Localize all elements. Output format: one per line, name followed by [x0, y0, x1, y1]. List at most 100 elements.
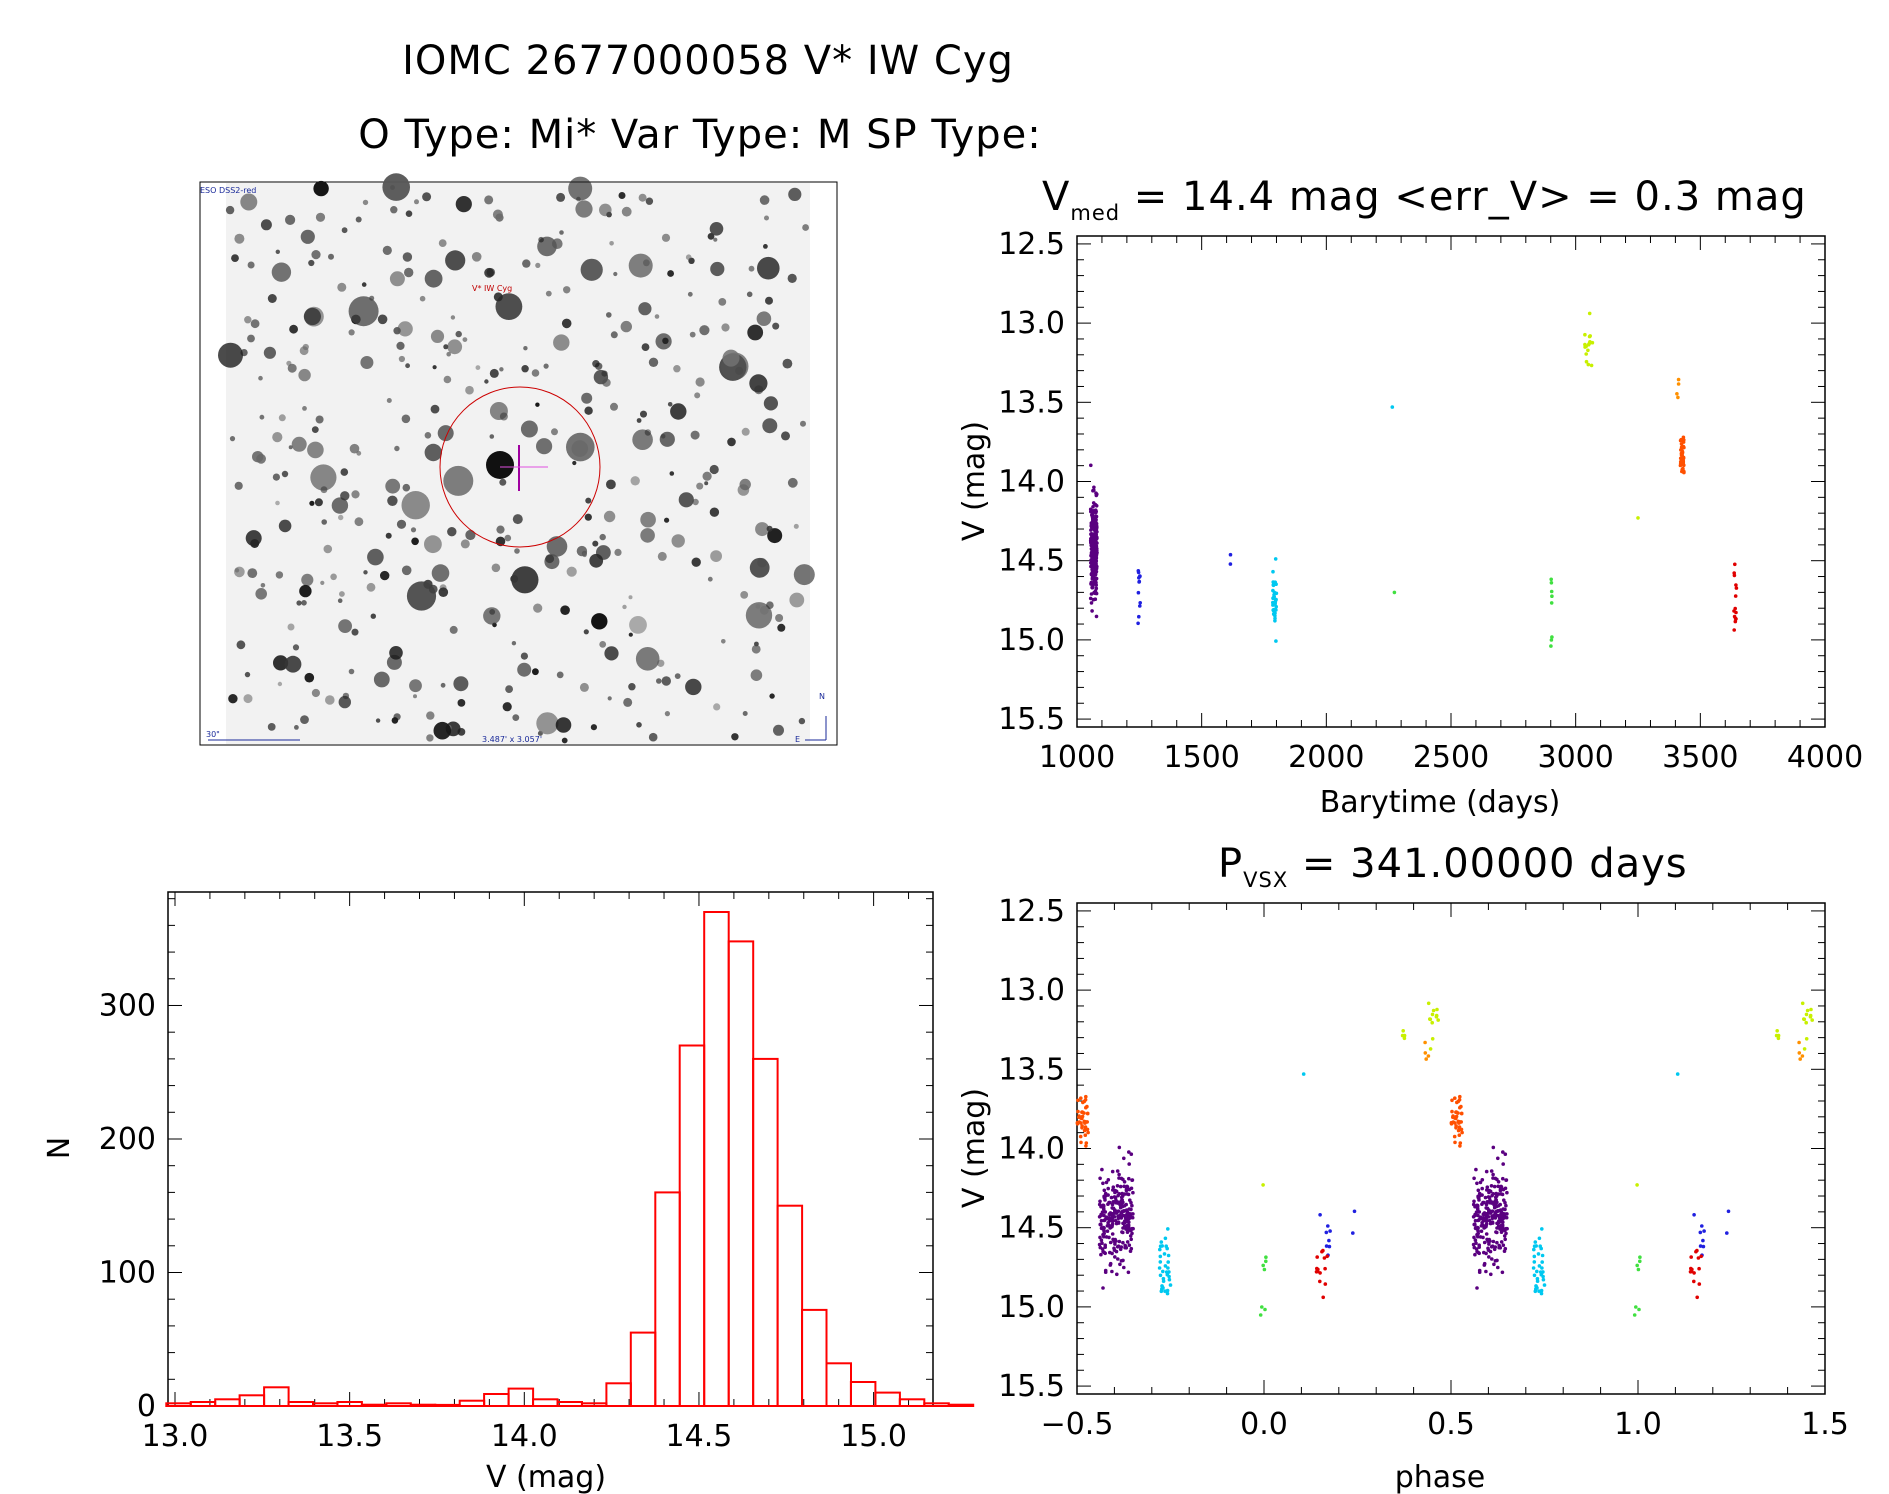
data-point-repeat [1453, 1096, 1457, 1100]
star [410, 527, 417, 533]
star [694, 392, 701, 399]
phased-light-curve-chart: PVSX = 341.00000 days phase V (mag) −0.5… [957, 841, 1849, 1494]
data-point-repeat [1534, 1285, 1539, 1289]
data-point [1435, 1007, 1439, 1012]
data-point-repeat [1498, 1202, 1502, 1207]
data-point [1160, 1285, 1165, 1289]
histogram-bar [898, 1398, 926, 1408]
data-point-repeat [1484, 1206, 1488, 1210]
data-point-repeat [1536, 1252, 1541, 1256]
data-point [1314, 1270, 1319, 1274]
data-point [1127, 1227, 1132, 1232]
data-point-repeat [1489, 1184, 1494, 1188]
star [692, 498, 699, 506]
data-point-repeat [1797, 1040, 1801, 1045]
data-point [1589, 363, 1594, 368]
star [278, 519, 292, 533]
star [267, 294, 277, 303]
y-tick-label: 12.5 [998, 227, 1065, 262]
data-point [1099, 1238, 1104, 1242]
star [218, 342, 243, 368]
star [536, 438, 553, 455]
data-point [1430, 1037, 1435, 1041]
data-point [1732, 628, 1736, 632]
data-point [1325, 1254, 1329, 1259]
data-point-repeat [1477, 1210, 1482, 1214]
data-point [1584, 359, 1589, 364]
y-tick-label: 14.5 [998, 544, 1065, 579]
data-point [1113, 1218, 1118, 1223]
star [592, 360, 600, 368]
data-point-repeat [1542, 1283, 1547, 1287]
data-point [1138, 604, 1142, 608]
data-point-repeat [1476, 1188, 1481, 1193]
star [263, 346, 276, 359]
data-point-repeat [1492, 1205, 1497, 1210]
star [275, 500, 280, 506]
histogram-bar [874, 1391, 901, 1407]
star [502, 702, 512, 712]
star [244, 671, 251, 678]
data-point [1328, 1229, 1332, 1233]
data-point [1327, 1238, 1331, 1243]
data-point [1113, 1195, 1118, 1200]
data-point-repeat [1504, 1231, 1508, 1236]
star [298, 368, 311, 382]
data-point-repeat [1700, 1224, 1704, 1228]
star [623, 697, 633, 707]
histogram-bar [483, 1393, 510, 1407]
data-point [1733, 606, 1737, 611]
data-point [1123, 1220, 1127, 1225]
data-point-repeat [1487, 1218, 1492, 1223]
star [614, 548, 622, 557]
data-point [1679, 442, 1684, 446]
data-point [1264, 1255, 1268, 1259]
data-point [1430, 1012, 1435, 1017]
star [419, 295, 426, 302]
data-point-repeat [1532, 1247, 1536, 1252]
star [438, 239, 447, 248]
y-tick-label: 200 [99, 1122, 156, 1157]
data-point [1137, 576, 1141, 580]
data-point [1678, 460, 1683, 464]
data-point-repeat [1504, 1203, 1508, 1208]
data-point [1165, 1272, 1170, 1277]
data-point [1584, 352, 1588, 356]
data-point [1100, 1247, 1105, 1251]
data-point [1424, 1057, 1428, 1061]
data-point [1130, 1203, 1134, 1208]
data-point-repeat [1477, 1251, 1481, 1256]
star [767, 528, 783, 544]
star [671, 534, 685, 548]
data-point-repeat [1725, 1231, 1729, 1235]
star [766, 525, 773, 532]
star [275, 571, 284, 579]
star [271, 262, 292, 282]
data-point [1127, 1220, 1131, 1224]
star [606, 479, 616, 490]
data-point [1121, 1258, 1125, 1263]
data-point [1583, 332, 1587, 337]
data-point-repeat [1501, 1243, 1506, 1247]
light-curve-title: Vmed = 14.4 mag <err_V> = 0.3 mag [1042, 174, 1807, 225]
star [440, 682, 446, 688]
star [325, 695, 335, 705]
data-point [1434, 1015, 1439, 1019]
data-point [1113, 1189, 1117, 1194]
data-point-repeat [1634, 1305, 1638, 1309]
data-point [1129, 1246, 1134, 1251]
data-point-repeat [1540, 1227, 1544, 1231]
data-point [1089, 532, 1093, 536]
data-point [1104, 1235, 1109, 1239]
histogram-bar [458, 1399, 486, 1407]
data-point-repeat [1810, 1018, 1814, 1022]
star [696, 482, 704, 490]
data-point-repeat [1475, 1232, 1479, 1237]
data-point [1318, 1279, 1322, 1284]
star [457, 699, 466, 707]
star [321, 519, 328, 525]
data-point-repeat [1698, 1244, 1703, 1248]
data-point [1093, 554, 1097, 559]
data-point-repeat [1487, 1208, 1491, 1212]
data-point [1102, 1213, 1106, 1218]
